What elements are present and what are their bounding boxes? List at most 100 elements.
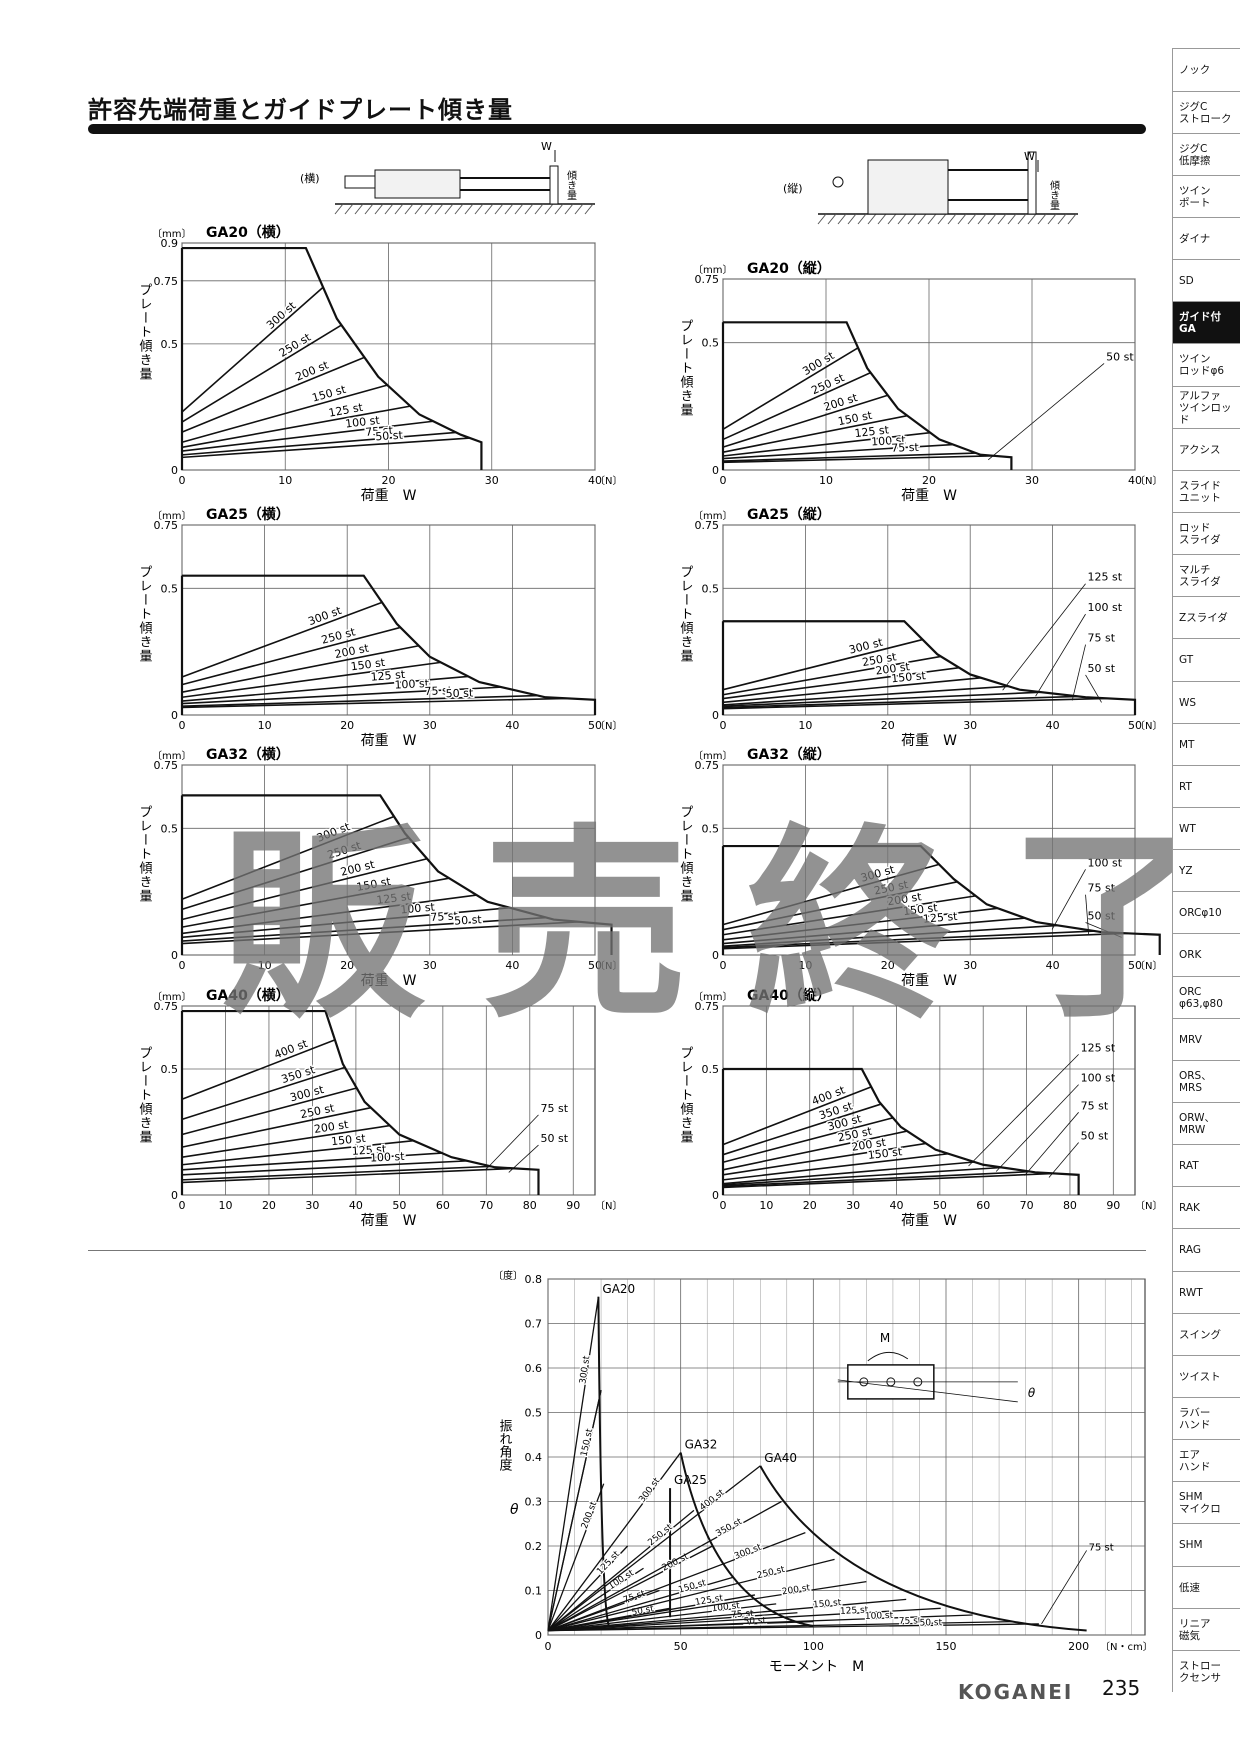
- sidebar-tab[interactable]: WS: [1172, 681, 1240, 723]
- sidebar-tab[interactable]: WT: [1172, 807, 1240, 849]
- x-unit-label: 〔N〕: [1135, 960, 1162, 972]
- series-line: [547, 1614, 973, 1632]
- chart: 0 10 20 30 40 50 0 0.5 0.75〔mm〕 GA32（横） 〔N〕荷重 W プレー…: [137, 746, 623, 989]
- plot-frame: [181, 1005, 596, 1196]
- hatch: [917, 213, 927, 225]
- hatch: [474, 203, 484, 215]
- sidebar-tab[interactable]: ストロー クセンサ: [1172, 1650, 1240, 1692]
- x-unit-label: 〔N〕: [1135, 720, 1162, 732]
- sidebar-tab[interactable]: アルファ ツインロッド: [1172, 386, 1240, 428]
- y-tick-label: 0: [535, 1629, 542, 1642]
- y-unit-label: 〔mm〕: [152, 750, 191, 762]
- sidebar-tab[interactable]: RAT: [1172, 1144, 1240, 1186]
- sidebar-tab[interactable]: ラバー ハンド: [1172, 1397, 1240, 1439]
- sidebar-tab[interactable]: ORK: [1172, 933, 1240, 976]
- sidebar-tab[interactable]: ダイナ: [1172, 217, 1240, 259]
- series-line: [181, 1139, 414, 1166]
- sidebar-tab[interactable]: MRV: [1172, 1018, 1240, 1060]
- series-line: [722, 455, 995, 464]
- x-tick-label: 30: [846, 1199, 860, 1212]
- inset-arrow: [867, 1351, 909, 1362]
- x-tick-label: 150: [936, 1640, 957, 1653]
- series-label: 125 st: [1081, 1041, 1116, 1054]
- sidebar-tab[interactable]: ツイン ロッドφ6: [1172, 343, 1240, 386]
- sidebar-tab[interactable]: ツイスト: [1172, 1355, 1240, 1397]
- x-tick-label: 40: [349, 1199, 363, 1212]
- hatch: [534, 203, 544, 215]
- x-tick-label: 0: [179, 719, 186, 732]
- series-line: [181, 661, 441, 699]
- sidebar-tab[interactable]: SHM マイクロ: [1172, 1481, 1240, 1523]
- sidebar-tab[interactable]: MT: [1172, 723, 1240, 765]
- tilt-label: 傾き量: [1048, 179, 1060, 210]
- series-label: 100 st: [400, 900, 436, 916]
- envelope-curve: [182, 246, 483, 470]
- series-label: 100 st: [370, 1150, 406, 1165]
- series-line: [722, 863, 940, 926]
- sidebar-tab[interactable]: RT: [1172, 765, 1240, 807]
- hatch: [364, 203, 374, 215]
- sidebar-tab[interactable]: YZ: [1172, 849, 1240, 891]
- x-tick-label: 20: [340, 719, 354, 732]
- sidebar-tab[interactable]: RAK: [1172, 1186, 1240, 1228]
- series-label: 200 st: [580, 1500, 600, 1530]
- mounting-diagrams: (横) W 傾き量 (縦) W 傾き量: [300, 140, 1078, 225]
- series-line: [181, 906, 510, 939]
- series-label: 150 st: [355, 875, 392, 894]
- x-tick-label: 50: [674, 1640, 688, 1653]
- series-line: [722, 924, 1059, 947]
- sidebar-tab[interactable]: ツイン ポート: [1172, 175, 1240, 217]
- sidebar-tab[interactable]: ガイド付 GA: [1172, 301, 1240, 343]
- sidebar-tab[interactable]: 低速: [1172, 1566, 1240, 1608]
- hatch: [454, 203, 464, 215]
- hatch: [987, 213, 997, 225]
- y-tick-label: 0.9: [161, 237, 179, 250]
- series-line: [181, 1039, 336, 1100]
- x-unit-label: 〔N〕: [1135, 1200, 1162, 1212]
- sidebar-tab[interactable]: ORS、 MRS: [1172, 1060, 1240, 1102]
- series-label: 150 st: [331, 1132, 367, 1149]
- sidebar-tab[interactable]: エア ハンド: [1172, 1439, 1240, 1481]
- series-line: [181, 1106, 372, 1148]
- chart-title: GA25（縦）: [747, 506, 831, 523]
- y-axis-label: プレート傾き量: [678, 1046, 694, 1144]
- series-line: [181, 1165, 492, 1181]
- series-line: [722, 431, 931, 457]
- x-tick-label: 10: [258, 719, 272, 732]
- sidebar-tab[interactable]: ORW、 MRW: [1172, 1102, 1240, 1144]
- sidebar-tab[interactable]: ORCφ10: [1172, 891, 1240, 933]
- series-label: 350 st: [714, 1517, 744, 1540]
- x-tick-label: 10: [798, 719, 812, 732]
- load-label: W: [1024, 150, 1035, 163]
- sidebar-tab[interactable]: GT: [1172, 638, 1240, 681]
- sidebar-tab[interactable]: アクシス: [1172, 428, 1240, 470]
- y-axis-label: プレート傾き量: [678, 805, 694, 903]
- sidebar-tab[interactable]: マルチ スライダ: [1172, 554, 1240, 596]
- series-line: [181, 384, 388, 444]
- series-line: [722, 881, 958, 931]
- y-unit-label: 〔mm〕: [152, 228, 191, 240]
- sidebar-tab[interactable]: ロッド スライダ: [1172, 512, 1240, 554]
- sidebar-tab[interactable]: SD: [1172, 259, 1240, 301]
- sidebar-tab[interactable]: RAG: [1172, 1228, 1240, 1271]
- sidebar-tab[interactable]: ジグC 低摩擦: [1172, 133, 1240, 175]
- sidebar-tab[interactable]: スイング: [1172, 1313, 1240, 1355]
- series-label: 150 st: [902, 901, 938, 918]
- series-line: [547, 1576, 734, 1632]
- x-tick-label: 60: [436, 1199, 450, 1212]
- sidebar-tab[interactable]: Zスライダ: [1172, 596, 1240, 638]
- sidebar-tab[interactable]: RWT: [1172, 1271, 1240, 1313]
- x-axis-label: 荷重 W: [361, 488, 417, 504]
- plot-frame: [181, 764, 596, 956]
- y-tick-label: 0.75: [154, 275, 179, 288]
- sidebar-tab[interactable]: リニア 磁気: [1172, 1608, 1240, 1650]
- sidebar-tab[interactable]: SHM: [1172, 1523, 1240, 1566]
- series-line: [181, 1066, 346, 1121]
- sidebar-tab[interactable]: ノック: [1172, 48, 1240, 91]
- x-axis-label: 荷重 W: [361, 733, 417, 749]
- sidebar-tab[interactable]: ORC φ63,φ80: [1172, 976, 1240, 1018]
- sidebar-tab[interactable]: スライド ユニット: [1172, 470, 1240, 512]
- sidebar-tab[interactable]: ジグC ストローク: [1172, 91, 1240, 133]
- section-divider: [88, 1250, 1146, 1251]
- y-tick-label: 0.3: [525, 1496, 543, 1509]
